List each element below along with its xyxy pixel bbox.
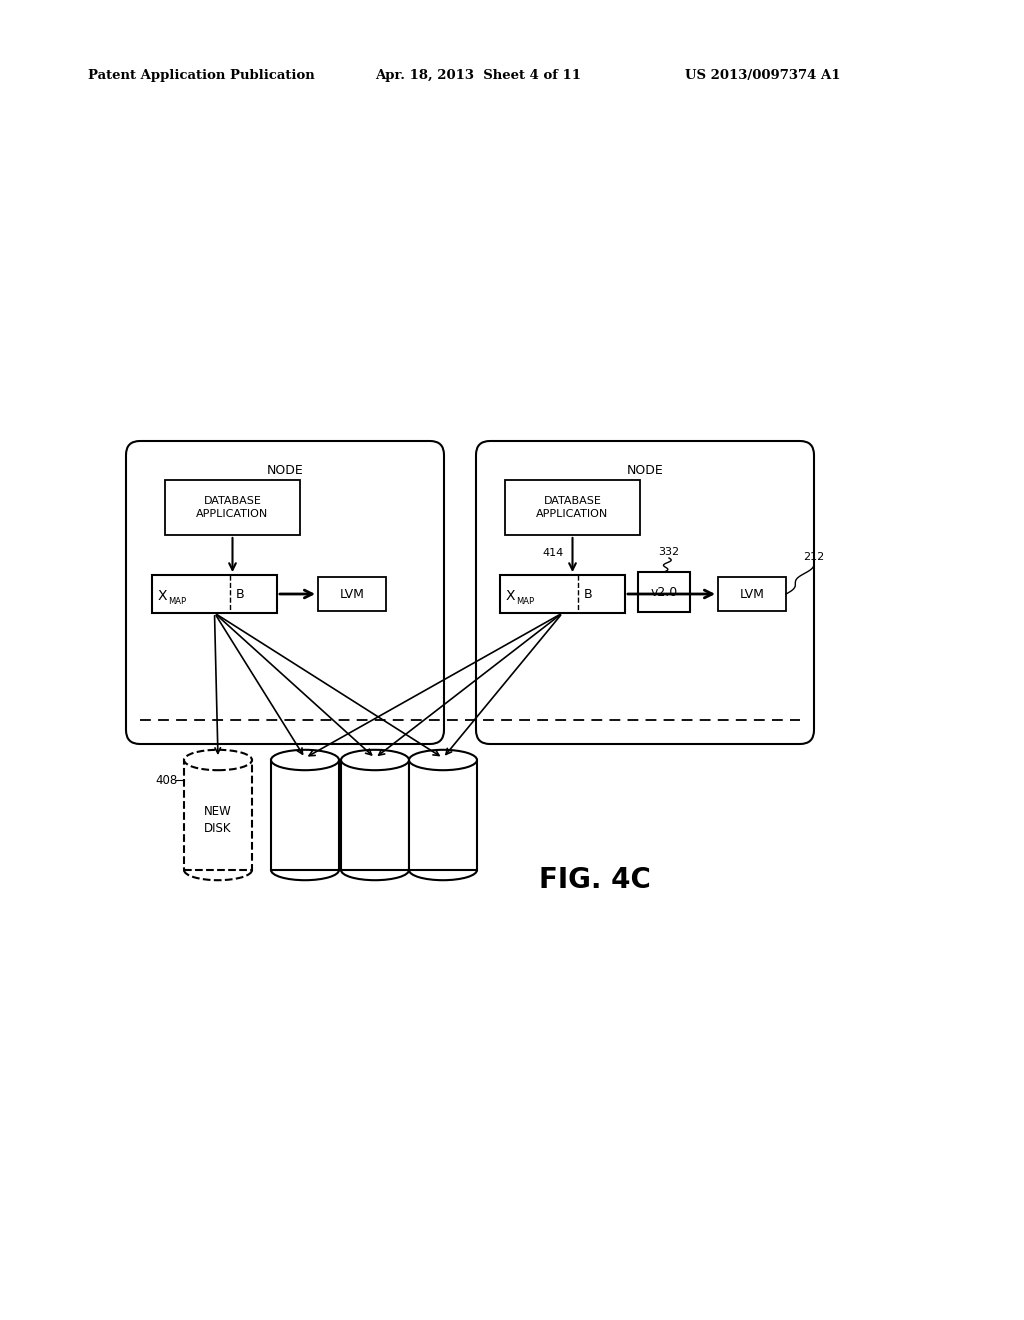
Bar [505, 480, 640, 535]
Bar [184, 760, 252, 870]
Bar [165, 480, 300, 535]
Text: Patent Application Publication: Patent Application Publication [88, 69, 314, 82]
Text: MAP: MAP [516, 597, 535, 606]
Text: B: B [584, 587, 592, 601]
Text: NODE: NODE [266, 465, 303, 478]
Text: 212: 212 [804, 552, 824, 562]
Ellipse shape [184, 750, 252, 770]
Text: US 2013/0097374 A1: US 2013/0097374 A1 [685, 69, 841, 82]
Text: NODE: NODE [627, 465, 664, 478]
Bar [341, 760, 409, 870]
Text: X: X [158, 589, 168, 603]
Text: 408: 408 [155, 774, 177, 787]
Text: DATABASE
APPLICATION: DATABASE APPLICATION [197, 496, 268, 519]
Text: 332: 332 [658, 546, 680, 557]
Text: DATABASE
APPLICATION: DATABASE APPLICATION [537, 496, 608, 519]
FancyBboxPatch shape [476, 441, 814, 744]
Bar [271, 760, 339, 870]
Bar [638, 572, 690, 612]
Ellipse shape [409, 750, 477, 770]
Bar [500, 576, 625, 612]
Bar [152, 576, 278, 612]
Text: 414: 414 [543, 548, 564, 558]
Text: FIG. 4C: FIG. 4C [539, 866, 651, 894]
Text: X: X [506, 589, 515, 603]
Text: B: B [236, 587, 245, 601]
Bar [718, 577, 786, 611]
Bar [318, 577, 386, 611]
Bar [409, 760, 477, 870]
Ellipse shape [271, 750, 339, 770]
Text: LVM: LVM [340, 587, 365, 601]
Text: LVM: LVM [739, 587, 765, 601]
FancyBboxPatch shape [126, 441, 444, 744]
Text: MAP: MAP [168, 597, 186, 606]
Text: v2.0: v2.0 [650, 586, 678, 598]
Text: NEW
DISK: NEW DISK [204, 805, 231, 836]
Ellipse shape [341, 750, 409, 770]
Text: Apr. 18, 2013  Sheet 4 of 11: Apr. 18, 2013 Sheet 4 of 11 [375, 69, 581, 82]
